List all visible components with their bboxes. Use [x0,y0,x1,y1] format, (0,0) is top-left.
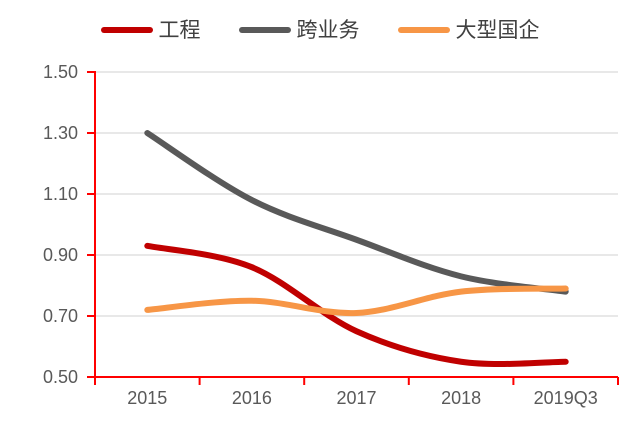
x-tick-label: 2015 [127,388,168,408]
x-tick-label: 2018 [441,388,482,408]
legend: 工程 跨业务 大型国企 [0,10,640,50]
y-tick-label: 0.50 [42,367,78,387]
legend-line-swatch-orange [397,27,450,33]
legend-item-gongcheng: 工程 [100,17,201,42]
y-tick-label: 1.30 [42,123,78,143]
y-tick-label: 0.90 [42,245,78,265]
x-tick-label: 2016 [231,388,272,408]
x-tick-label: 2017 [336,388,377,408]
legend-item-daxingguoqi: 大型国企 [397,17,540,42]
legend-line-swatch-gray [238,27,291,33]
legend-line-swatch-red [100,27,153,33]
y-tick-label: 1.10 [42,184,78,204]
legend-label: 跨业务 [296,17,360,42]
y-tick-label: 0.70 [42,306,78,326]
legend-label: 大型国企 [455,17,540,42]
x-tick-label: 2019Q3 [533,388,598,408]
legend-item-kuayewu: 跨业务 [238,17,360,42]
y-tick-label: 1.50 [42,62,78,82]
legend-label: 工程 [158,17,201,42]
